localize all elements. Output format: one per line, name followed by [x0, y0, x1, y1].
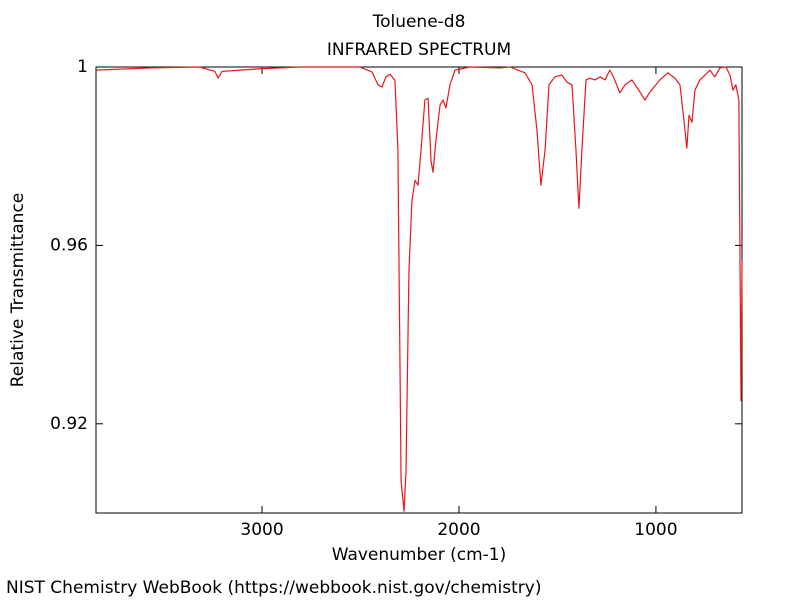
- x-tick-label: 2000: [437, 520, 480, 540]
- x-tick-label: 1000: [634, 520, 677, 540]
- y-axis-label: Relative Transmittance: [8, 193, 28, 388]
- chart-title: Toluene-d8: [372, 12, 466, 32]
- y-tick-label: 0.92: [50, 414, 88, 434]
- y-tick-label: 0.96: [50, 235, 88, 255]
- spectrum-line: [95, 66, 743, 512]
- x-axis-label: Wavenumber (cm-1): [332, 545, 507, 565]
- plot-frame: [95, 66, 743, 514]
- x-tick-label: 3000: [240, 520, 283, 540]
- y-tick-label: 1: [77, 57, 88, 77]
- footer: NIST Chemistry WebBook (https://webbook.…: [6, 578, 541, 598]
- chart-subtitle: INFRARED SPECTRUM: [327, 40, 511, 60]
